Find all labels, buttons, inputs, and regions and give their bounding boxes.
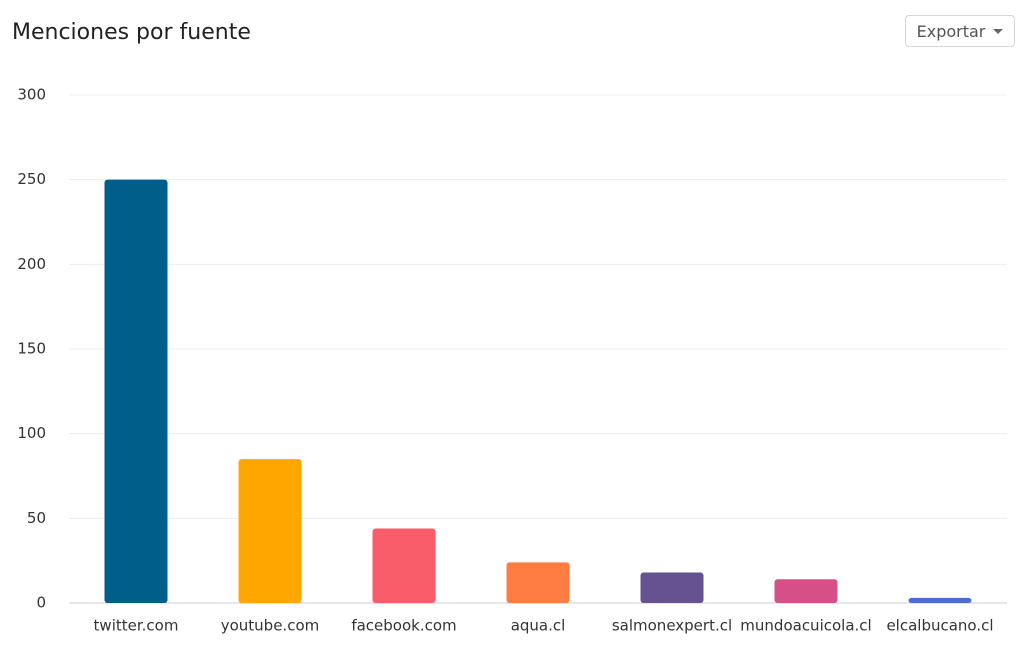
export-button[interactable]: Exportar xyxy=(905,15,1015,47)
bar xyxy=(640,572,704,603)
export-label[interactable]: Exportar xyxy=(916,21,986,41)
chart-title: Menciones por fuente xyxy=(12,20,251,45)
bar xyxy=(372,528,436,603)
y-tick-label: 250 xyxy=(17,170,46,188)
y-tick-label: 300 xyxy=(17,86,46,104)
y-tick-label: 150 xyxy=(17,340,46,358)
bar xyxy=(506,562,570,603)
x-tick-label: aqua.cl xyxy=(511,617,566,635)
x-tick-label: mundoacuicola.cl xyxy=(740,617,871,635)
caret-icon[interactable] xyxy=(993,28,1004,34)
bar xyxy=(104,179,168,603)
x-tick-label: youtube.com xyxy=(221,617,320,635)
y-tick-label: 0 xyxy=(36,594,46,612)
x-tick-label: elcalbucano.cl xyxy=(886,617,993,635)
bar xyxy=(774,579,838,603)
x-tick-label: salmonexpert.cl xyxy=(612,617,732,635)
x-tick-label: facebook.com xyxy=(351,617,456,635)
x-tick-label: twitter.com xyxy=(94,617,179,635)
bar xyxy=(238,459,302,603)
y-tick-label: 50 xyxy=(27,509,46,527)
bar xyxy=(908,597,972,603)
y-tick-label: 200 xyxy=(17,255,46,273)
y-tick-label: 100 xyxy=(17,424,46,442)
